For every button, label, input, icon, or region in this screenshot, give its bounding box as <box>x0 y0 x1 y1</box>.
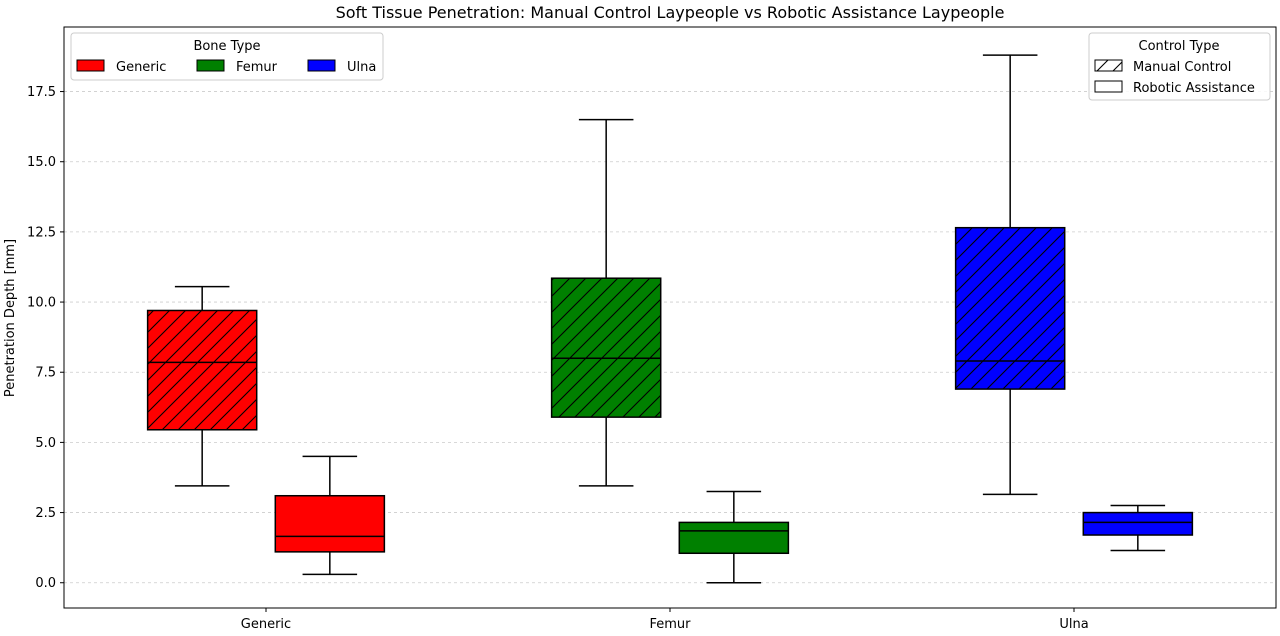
x-tick-label: Ulna <box>1059 617 1088 632</box>
y-tick-label: 5.0 <box>35 436 56 451</box>
x-tick-label: Generic <box>241 617 291 632</box>
box-ulna-manual-control <box>954 54 1066 496</box>
x-tick-label: Femur <box>649 617 691 632</box>
legend-control-type: Control Type Manual Control Robotic Assist… <box>1088 32 1271 101</box>
gridlines <box>64 91 1276 584</box>
box-body <box>679 522 789 554</box>
box-outline <box>274 494 386 553</box>
box-outline <box>550 277 662 418</box>
box-outline <box>146 309 258 431</box>
legend-label: Manual Control <box>1133 60 1231 75</box>
y-axis-ticks: 0.0 2.5 5.0 7.5 10.0 12.5 15.0 17.5 <box>27 85 64 591</box>
y-tick-label: 17.5 <box>27 85 56 100</box>
legend-swatch-hatch <box>1095 60 1122 71</box>
box-ulna-robotic-assistance <box>1082 504 1194 552</box>
box-hatch <box>147 310 257 430</box>
chart-title: Soft Tissue Penetration: Manual Control … <box>336 3 1005 22</box>
y-tick-label: 7.5 <box>35 366 56 381</box>
legend-swatch-outline <box>1094 80 1123 93</box>
boxes <box>146 54 1194 584</box>
box-hatch <box>551 278 661 418</box>
legend-title: Control Type <box>1139 39 1220 54</box>
legend-title: Bone Type <box>193 39 260 54</box>
y-axis-label: Penetration Depth [mm] <box>3 239 18 397</box>
legend-label: Femur <box>236 60 278 75</box>
y-tick-label: 12.5 <box>27 225 56 240</box>
legend-swatch <box>76 59 105 72</box>
legend-label: Ulna <box>347 60 376 75</box>
y-tick-label: 10.0 <box>27 296 56 311</box>
box-femur-robotic-assistance <box>678 490 790 584</box>
legend-swatch <box>307 59 336 72</box>
legend-label: Generic <box>116 60 166 75</box>
box-femur-manual-control <box>550 118 662 487</box>
legend-bone-type: Bone Type Generic Femur Ulna <box>70 32 384 81</box>
y-tick-label: 15.0 <box>27 155 56 170</box>
y-tick-label: 0.0 <box>35 576 56 591</box>
legend-swatch-outline <box>1094 59 1123 72</box>
box-outline <box>678 521 790 555</box>
box-outline <box>954 226 1066 390</box>
legend-frame <box>1088 32 1271 101</box>
legend-frame <box>70 32 384 81</box>
box-outline <box>1082 511 1194 536</box>
y-tick-label: 2.5 <box>35 506 56 521</box>
legend-swatch <box>1095 81 1122 92</box>
x-axis-ticks: Generic Femur Ulna <box>241 608 1089 632</box>
legend-swatch <box>196 59 225 72</box>
legend-label: Robotic Assistance <box>1133 81 1255 96</box>
box-body <box>275 495 385 552</box>
box-hatch <box>955 227 1065 390</box>
box-body <box>1083 512 1193 536</box>
box-generic-robotic-assistance <box>274 455 386 576</box>
box-generic-manual-control <box>146 285 258 487</box>
